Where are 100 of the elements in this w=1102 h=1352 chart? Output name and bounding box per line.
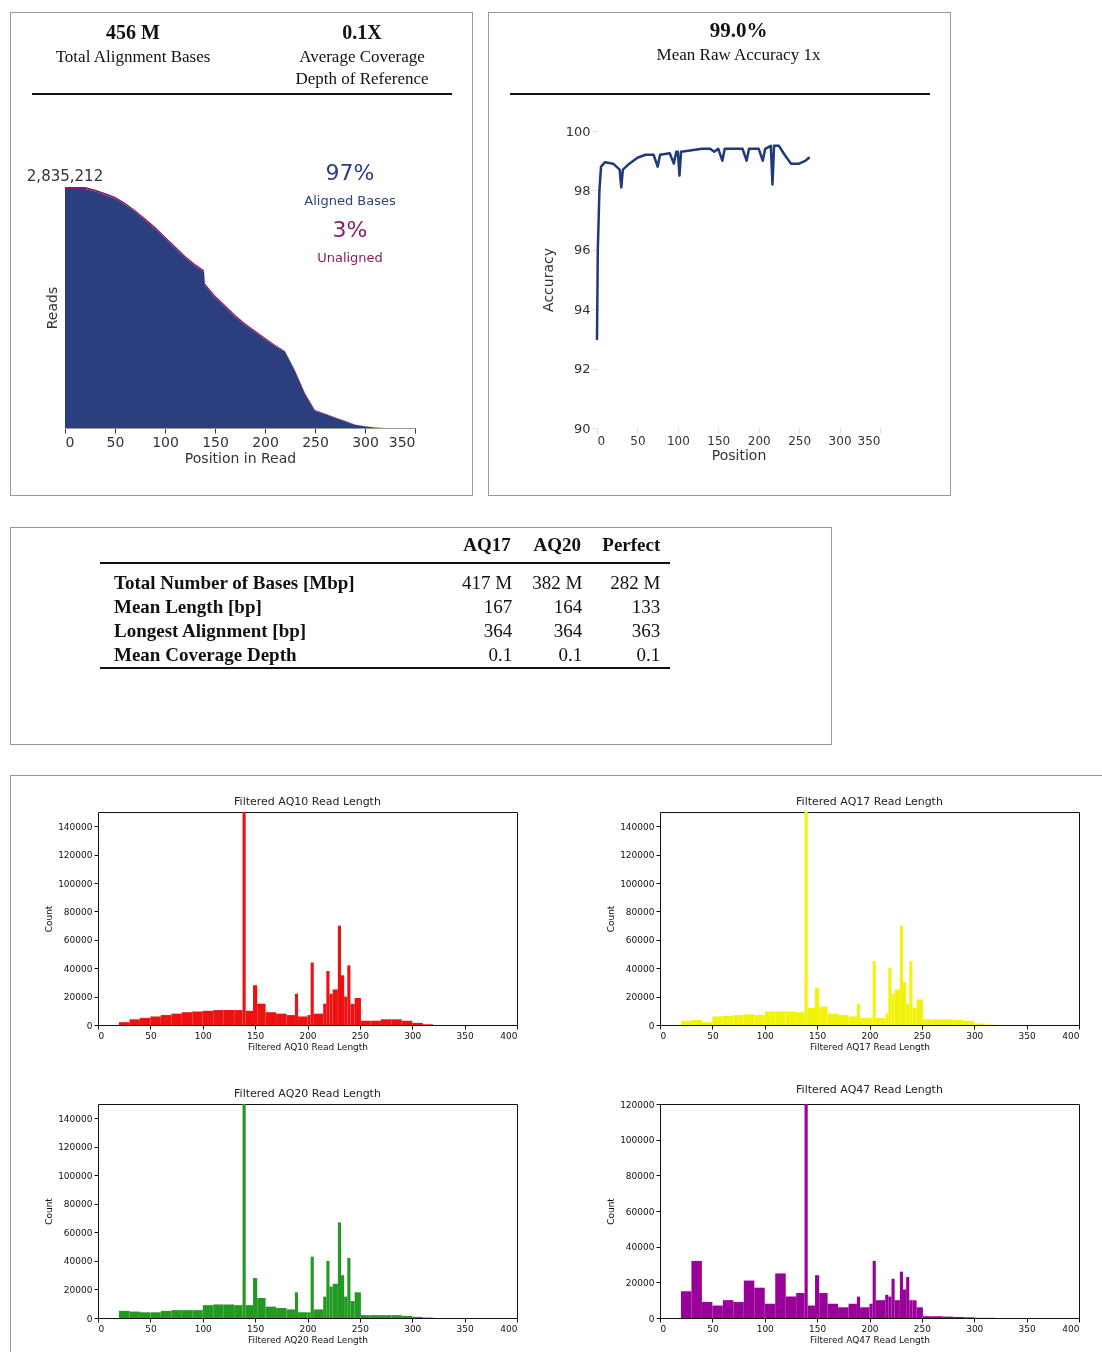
x-axis-title: Filtered AQ10 Read Length (247, 1041, 369, 1052)
category-label: AQ20 (532, 533, 582, 557)
text: 0.1 (558, 644, 583, 665)
text: 97% (325, 160, 375, 185)
y-tick-label: 92 (573, 361, 591, 377)
x-tick-label: 0 (660, 1030, 667, 1041)
x-tick-label: 300 (966, 1030, 984, 1041)
x-tick-label: 0 (98, 1030, 105, 1041)
category-label: Mean Coverage Depth (114, 644, 297, 665)
x-tick-label: 250 (302, 433, 329, 450)
x-tick-label: 300 (404, 1030, 422, 1041)
category-label: Longest Alignment [bp] (114, 620, 307, 641)
x-tick-label: 300 (404, 1323, 422, 1334)
y-tick-label: 120000 (620, 850, 655, 861)
x-tick-label: 400 (500, 1030, 518, 1041)
y-tick-label: 0 (648, 1020, 655, 1031)
y-tick-label: 100000 (620, 878, 655, 889)
x-tick-label: 400 (500, 1323, 518, 1334)
x-tick-label: 200 (861, 1323, 879, 1334)
y-tick-label: 98 (573, 182, 591, 198)
x-tick-label: 250 (913, 1030, 932, 1041)
x-tick-label: 200 (252, 433, 279, 450)
y-tick-label: 140000 (58, 1113, 93, 1124)
y-tick-label: 20000 (63, 1284, 93, 1295)
x-tick-label: 300 (352, 433, 379, 450)
x-tick-label: 300 (828, 433, 852, 448)
x-tick-label: 50 (707, 1323, 719, 1334)
y-tick-label: 120000 (58, 850, 93, 861)
y-tick-label: 80000 (63, 906, 93, 917)
x-tick-label: 50 (145, 1030, 157, 1041)
y-tick-label: 120000 (58, 1142, 93, 1153)
category-label: Perfect (601, 533, 662, 557)
x-axis-title: Filtered AQ17 Read Length (809, 1041, 931, 1052)
y-tick-label: 0 (648, 1313, 655, 1324)
x-tick-label: 350 (456, 1030, 474, 1041)
x-axis-title: Filtered AQ20 Read Length (247, 1334, 369, 1345)
x-tick-label: 200 (299, 1323, 317, 1334)
y-tick-label: 40000 (625, 1242, 655, 1253)
x-tick-label: 100 (666, 433, 690, 448)
x-tick-label: 150 (809, 1030, 827, 1041)
annotation: Unaligned (317, 250, 383, 265)
x-tick-label: 250 (351, 1030, 370, 1041)
x-axis-title: Position in Read (184, 449, 297, 466)
y-tick-label: 40000 (63, 963, 93, 974)
x-tick-label: 50 (106, 433, 125, 450)
text: 456 M (105, 20, 161, 45)
y-tick-label: 100 (565, 123, 591, 139)
x-tick-label: 200 (747, 433, 771, 448)
x-tick-label: 200 (861, 1030, 879, 1041)
text: Average Coverage Depth of Reference (294, 46, 430, 90)
x-tick-label: 350 (1018, 1323, 1036, 1334)
y-tick-label: 40000 (63, 1256, 93, 1267)
y-tick-label: 90 (573, 420, 591, 436)
y-tick-label: 94 (573, 301, 591, 317)
y-axis-title: Reads (43, 286, 60, 330)
y-tick-label: 60000 (63, 935, 93, 946)
category-label: Total Number of Bases [Mbp] (114, 572, 355, 593)
y-tick-label: 80000 (63, 1199, 93, 1210)
x-tick-label: 350 (388, 433, 416, 450)
x-tick-label: 200 (299, 1030, 317, 1041)
text: 364 (553, 620, 583, 641)
text: 417 M (462, 572, 513, 593)
y-tick-label: 140000 (620, 821, 655, 832)
chart-title: 99.0% (709, 18, 768, 42)
x-tick-label: 100 (194, 1030, 213, 1041)
x-tick-label: 250 (913, 1323, 932, 1334)
y-axis-title: Count (44, 1197, 55, 1225)
y-tick-label: 20000 (625, 1277, 655, 1288)
y-tick-label: 80000 (625, 906, 655, 917)
x-tick-label: 250 (351, 1323, 370, 1334)
x-tick-label: 150 (707, 433, 731, 448)
y-tick-label: 140000 (58, 821, 93, 832)
y-tick-label: 100000 (58, 1170, 93, 1181)
x-tick-label: 150 (809, 1323, 827, 1334)
text: 0.1 (636, 644, 661, 665)
chart-title: Filtered AQ10 Read Length (234, 795, 381, 808)
x-tick-label: 100 (756, 1030, 775, 1041)
y-tick-label: 40000 (625, 963, 655, 974)
y-tick-label: 60000 (625, 935, 655, 946)
text: 0.1 (488, 644, 513, 665)
y-axis-title: Count (606, 1197, 617, 1225)
y-tick-label: 20000 (63, 992, 93, 1003)
annotation: Aligned Bases (304, 193, 396, 209)
x-tick-label: 350 (456, 1323, 474, 1334)
y-tick-label: 100000 (58, 878, 93, 889)
text: 164 (553, 596, 583, 617)
y-axis-title: Count (606, 905, 617, 933)
x-tick-label: 50 (630, 433, 646, 448)
x-tick-label: 0 (660, 1323, 667, 1334)
y-axis-title: Accuracy (539, 248, 556, 312)
category-label: AQ17 (462, 533, 512, 557)
y-tick-label: 0 (86, 1313, 93, 1324)
y-tick-label: 100000 (620, 1135, 655, 1146)
x-axis-title: Filtered AQ47 Read Length (809, 1334, 931, 1345)
chart-subtitle: Mean Raw Accuracy 1x (656, 45, 821, 64)
y-tick-label: 96 (573, 242, 591, 258)
annotation: 2,835,212 (26, 167, 104, 185)
x-tick-label: 350 (857, 433, 881, 448)
annotation: 3% (332, 216, 368, 242)
chart-title: Filtered AQ47 Read Length (796, 1083, 943, 1096)
